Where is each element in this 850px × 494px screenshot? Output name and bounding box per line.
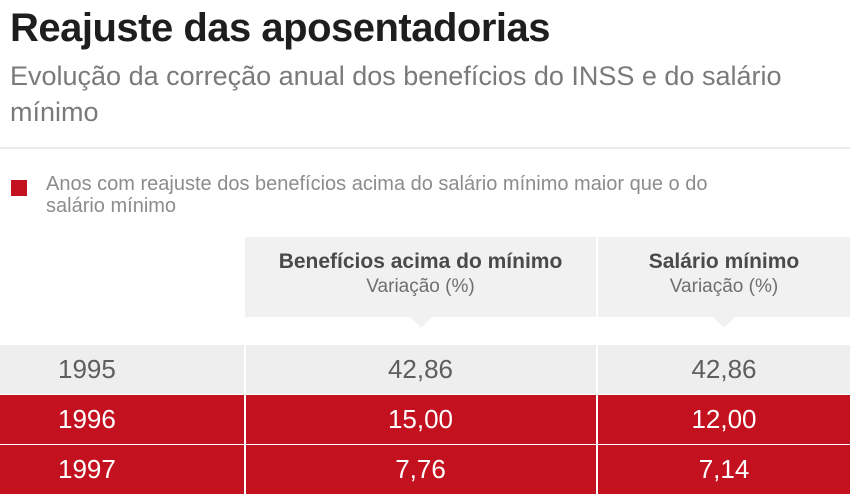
table-row: 1997 7,76 7,14 [0,445,850,494]
column-separator [244,395,246,444]
divider [0,147,850,149]
header-pointer [409,317,432,328]
data-table: 1995 42,86 42,86 1996 15,00 12,00 1997 7,76 7,14 [0,345,850,494]
row-year: 1997 [58,454,116,484]
row-value-beneficios: 15,00 [387,404,454,434]
chart-subtitle: Evolução da correção anual dos benefício… [10,61,782,127]
column-title-beneficios: Benefícios acima do mínimo [278,250,563,273]
legend-label: Anos com reajuste dos benefícios acima d… [46,173,708,217]
header-pointer [713,317,735,328]
legend-swatch [11,180,27,196]
row-value-salario: 42,86 [691,354,757,384]
table-row: 1995 42,86 42,86 [0,345,850,394]
row-year: 1996 [58,404,116,434]
column-separator [596,345,598,394]
column-header-salario: Salário mínimo Variação (%) [598,237,850,328]
column-separator [244,445,246,494]
column-subtitle-beneficios: Variação (%) [366,276,475,297]
row-value-salario: 12,00 [691,404,757,434]
column-separator [596,395,598,444]
column-subtitle-salario: Variação (%) [669,276,779,297]
column-title-salario: Salário mínimo [648,250,800,273]
row-value-salario: 7,14 [698,454,750,484]
table-row: 1996 15,00 12,00 [0,395,850,444]
row-value-beneficios: 42,86 [387,354,454,384]
chart-title: Reajuste das aposentadorias [10,6,551,50]
column-header-beneficios: Benefícios acima do mínimo Variação (%) [245,237,596,328]
column-separator [244,345,246,394]
row-value-beneficios: 7,76 [395,454,446,484]
column-separator [596,445,598,494]
row-year: 1995 [58,354,116,384]
